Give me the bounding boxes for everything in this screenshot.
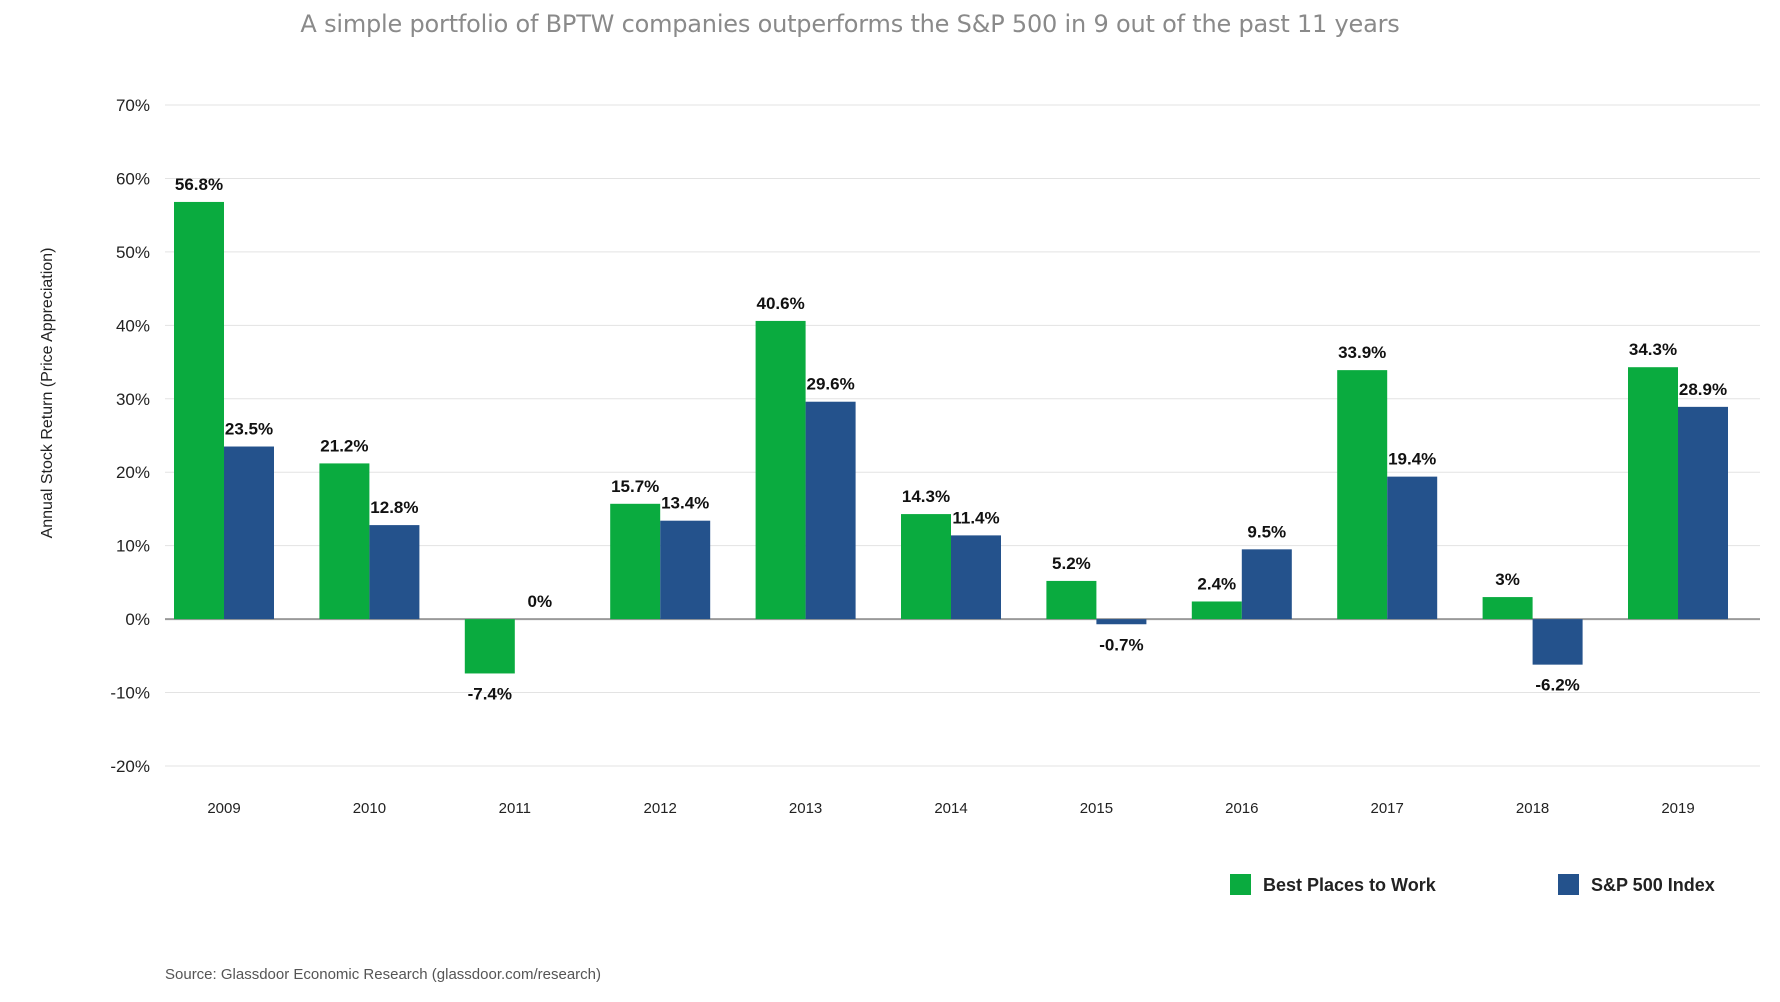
bptw-bar-2018 xyxy=(1482,597,1533,620)
x-tick-label: 2014 xyxy=(934,800,967,817)
sp500-bar-2018 xyxy=(1532,619,1583,665)
x-tick-label: 2019 xyxy=(1661,800,1694,817)
y-axis-label: Annual Stock Return (Price Appreciation) xyxy=(39,248,56,539)
sp500-label-2018: -6.2% xyxy=(1535,676,1579,695)
sp500-label-2014: 11.4% xyxy=(952,508,999,527)
bptw-bar-2009 xyxy=(174,201,224,620)
sp500-bar-2015 xyxy=(1096,619,1147,625)
y-tick-label: 40% xyxy=(116,316,150,335)
legend-label-bptw: Best Places to Work xyxy=(1263,875,1437,895)
y-tick-label: 30% xyxy=(116,390,150,409)
y-tick-label: -10% xyxy=(110,684,150,703)
sp500-label-2019: 28.9% xyxy=(1679,380,1727,399)
bptw-bar-2015 xyxy=(1046,580,1097,620)
bptw-label-2016: 2.4% xyxy=(1197,574,1236,593)
x-tick-label: 2011 xyxy=(499,800,531,817)
x-tick-label: 2018 xyxy=(1516,800,1549,817)
legend-swatch-sp500 xyxy=(1558,874,1579,895)
y-tick-label: 20% xyxy=(116,463,150,482)
legend: Best Places to Work S&P 500 Index xyxy=(1230,874,1715,895)
bptw-label-2012: 15.7% xyxy=(611,477,659,496)
bptw-label-2017: 33.9% xyxy=(1338,343,1386,362)
bptw-bar-2011 xyxy=(464,619,515,674)
sp500-bar-2019 xyxy=(1678,406,1728,620)
sp500-bar-2012 xyxy=(660,520,711,620)
sp500-label-2010: 12.8% xyxy=(370,498,418,517)
source-note: Source: Glassdoor Economic Research (gla… xyxy=(165,966,602,983)
bptw-label-2010: 21.2% xyxy=(320,436,368,455)
bptw-label-2011: -7.4% xyxy=(468,684,512,703)
sp500-label-2017: 19.4% xyxy=(1388,450,1436,469)
x-tick-label: 2017 xyxy=(1371,800,1404,817)
x-axis-ticks: 2009 2010 2011 2012 2013 2014 2015 2016 2017 2018… xyxy=(207,800,1694,817)
legend-swatch-bptw xyxy=(1230,874,1251,895)
sp500-label-2012: 13.4% xyxy=(661,494,709,513)
y-tick-label: 60% xyxy=(116,169,150,188)
y-tick-label: 70% xyxy=(116,96,150,115)
bptw-label-2013: 40.6% xyxy=(756,294,804,313)
y-tick-label: -20% xyxy=(110,757,150,776)
sp500-bar-2013 xyxy=(805,401,856,620)
sp500-bar-2010 xyxy=(369,525,420,620)
bptw-bar-2016 xyxy=(1191,601,1242,620)
chart-title: A simple portfolio of BPTW companies out… xyxy=(300,10,1400,38)
bars xyxy=(174,201,1728,674)
bptw-bar-2012 xyxy=(610,503,661,620)
sp500-label-2009: 23.5% xyxy=(225,420,273,439)
bptw-bar-2013 xyxy=(755,320,806,620)
bptw-label-2018: 3% xyxy=(1495,570,1520,589)
sp500-label-2013: 29.6% xyxy=(806,375,854,394)
sp500-bar-2017 xyxy=(1387,476,1438,620)
bptw-bar-2019 xyxy=(1628,367,1678,620)
sp500-bar-2016 xyxy=(1241,549,1292,620)
bptw-label-2019: 34.3% xyxy=(1629,340,1677,359)
data-labels: 56.8% 23.5% 21.2% 12.8% -7.4% 0% 15.7%13.4% 40.… xyxy=(175,175,1727,704)
sp500-label-2011: 0% xyxy=(528,592,553,611)
y-tick-label: 10% xyxy=(116,537,150,556)
sp500-bar-2009 xyxy=(224,446,274,620)
bptw-bar-2014 xyxy=(901,514,951,620)
gridlines xyxy=(165,104,1760,767)
bptw-label-2015: 5.2% xyxy=(1052,554,1091,573)
bptw-label-2009: 56.8% xyxy=(175,175,223,194)
y-tick-label: 50% xyxy=(116,243,150,262)
bptw-label-2014: 14.3% xyxy=(902,487,950,506)
x-tick-label: 2009 xyxy=(207,800,240,817)
y-axis-ticks: 70% 60% 50% 40% 30% 20% 10% 0% -10% -20% xyxy=(110,96,150,776)
bptw-bar-2017 xyxy=(1337,370,1388,620)
x-tick-label: 2013 xyxy=(789,800,822,817)
legend-label-sp500: S&P 500 Index xyxy=(1591,875,1715,895)
y-tick-label: 0% xyxy=(125,610,150,629)
x-tick-label: 2012 xyxy=(644,800,677,817)
x-tick-label: 2010 xyxy=(353,800,386,817)
x-tick-label: 2015 xyxy=(1080,800,1113,817)
sp500-label-2015: -0.7% xyxy=(1099,635,1143,654)
x-tick-label: 2016 xyxy=(1225,800,1258,817)
bptw-bar-2010 xyxy=(319,463,370,620)
sp500-bar-2014 xyxy=(951,535,1001,620)
sp500-label-2016: 9.5% xyxy=(1247,522,1286,541)
